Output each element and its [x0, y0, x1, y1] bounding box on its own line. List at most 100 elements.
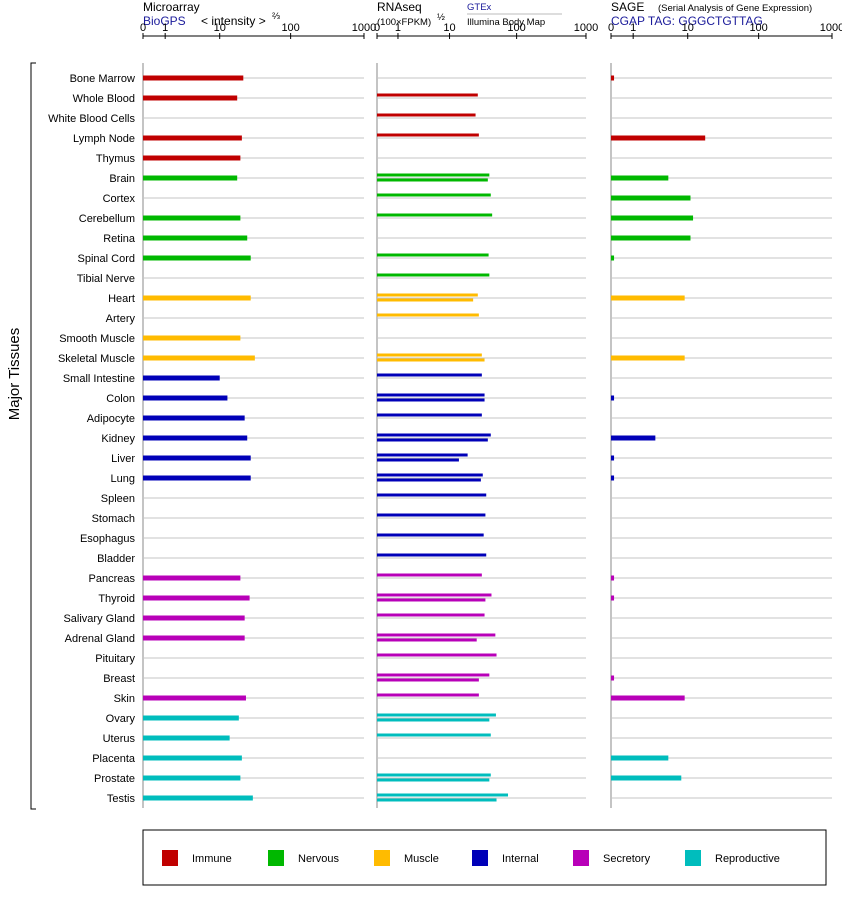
- microarray-bar: [143, 615, 245, 621]
- rnaseq-gtex-bar: [377, 353, 482, 357]
- rnaseq-unit-exponent: ½: [437, 12, 445, 23]
- rnaseq-source-illumina: Illumina Body Map: [467, 17, 545, 28]
- sage-bar: [611, 255, 615, 261]
- sage-tag[interactable]: CGAP TAG: GGGCTGTTAG: [611, 14, 763, 28]
- microarray-bar: [143, 395, 228, 401]
- rnaseq-gtex-bar: [377, 393, 485, 397]
- sage-bar: [611, 235, 691, 241]
- rnaseq-source-gtex[interactable]: GTEx: [467, 2, 492, 13]
- microarray-unit-exponent: ⅔: [272, 11, 280, 22]
- rnaseq-gtex-bar: [377, 213, 493, 217]
- sage-bar: [611, 755, 669, 761]
- microarray-bar: [143, 215, 241, 221]
- microarray-unit: < intensity >: [201, 14, 266, 28]
- rnaseq-gtex-bar: [377, 253, 489, 257]
- sage-bar: [611, 695, 685, 701]
- rnaseq-gtex-bar: [377, 633, 496, 637]
- tissue-label: Small Intestine: [63, 373, 135, 385]
- rnaseq-gtex-bar: [377, 293, 478, 297]
- legend-label-secretory: Secretory: [603, 853, 651, 865]
- tissue-label: Breast: [103, 673, 135, 685]
- rnaseq-gtex-bar: [377, 433, 491, 437]
- microarray-bar: [143, 775, 241, 781]
- tissue-label: Salivary Gland: [63, 613, 135, 625]
- tissue-label: Prostate: [94, 773, 135, 785]
- rnaseq-gtex-bar: [377, 553, 487, 557]
- rnaseq-gtex-bar: [377, 133, 479, 137]
- tissue-label: Whole Blood: [73, 93, 135, 105]
- tissue-label: Bladder: [97, 553, 135, 565]
- sage-bar: [611, 215, 694, 221]
- rnaseq-gtex-bar: [377, 193, 491, 197]
- rnaseq-tick-label: 10: [443, 22, 455, 34]
- tissue-label: White Blood Cells: [48, 113, 135, 125]
- sage-tick-label: 10: [682, 22, 694, 34]
- microarray-bar: [143, 135, 242, 141]
- rnaseq-gtex-bar: [377, 373, 482, 377]
- side-bracket: [30, 62, 36, 810]
- microarray-bar: [143, 175, 238, 181]
- legend-swatch-reproductive: [685, 850, 701, 866]
- tissue-label: Artery: [106, 313, 136, 325]
- sage-bar: [611, 575, 615, 581]
- rnaseq-gtex-bar: [377, 733, 491, 737]
- tissue-label: Spinal Cord: [78, 253, 135, 265]
- rnaseq-gtex-bar: [377, 453, 468, 457]
- sage-header: SAGE (Serial Analysis of Gene Expression…: [611, 0, 812, 28]
- sage-bar: [611, 355, 685, 361]
- rnaseq-illumina-bar: [377, 718, 490, 722]
- sage-subtitle: (Serial Analysis of Gene Expression): [658, 3, 812, 14]
- tissue-label: Lung: [111, 473, 135, 485]
- sage-tick-label: 100: [749, 22, 767, 34]
- rnaseq-gtex-bar: [377, 773, 491, 777]
- rnaseq-gtex-bar: [377, 413, 482, 417]
- microarray-header: Microarray BioGPS < intensity > ⅔: [143, 0, 280, 28]
- side-label: Major Tissues: [6, 328, 23, 421]
- rnaseq-gtex-bar: [377, 593, 492, 597]
- rnaseq-unit: (100×FPKM): [377, 17, 431, 28]
- microarray-bar: [143, 595, 250, 601]
- microarray-tick-label: 1000: [352, 22, 376, 34]
- rnaseq-illumina-bar: [377, 638, 477, 642]
- microarray-bar: [143, 715, 239, 721]
- tissue-label: Colon: [106, 393, 135, 405]
- tissue-label: Lymph Node: [73, 133, 135, 145]
- microarray-source[interactable]: BioGPS: [143, 14, 186, 28]
- microarray-bar: [143, 735, 230, 741]
- rnaseq-gtex-bar: [377, 573, 482, 577]
- tissue-label: Retina: [103, 233, 136, 245]
- rnaseq-gtex-bar: [377, 473, 483, 477]
- tissue-label: Cerebellum: [79, 213, 135, 225]
- sage-bar: [611, 455, 615, 461]
- sage-tick-label: 0: [608, 22, 614, 34]
- rnaseq-gtex-bar: [377, 173, 490, 177]
- microarray-tick-label: 100: [281, 22, 299, 34]
- microarray-tick-label: 0: [140, 22, 146, 34]
- rnaseq-gtex-bar: [377, 613, 485, 617]
- microarray-bar: [143, 635, 245, 641]
- tissue-label: Testis: [107, 793, 136, 805]
- legend-label-immune: Immune: [192, 853, 232, 865]
- tissue-label: Smooth Muscle: [59, 333, 135, 345]
- rnaseq-illumina-bar: [377, 298, 474, 302]
- microarray-bar: [143, 695, 246, 701]
- tissue-label: Adrenal Gland: [65, 633, 135, 645]
- rnaseq-illumina-bar: [377, 178, 488, 182]
- rnaseq-illumina-bar: [377, 678, 479, 682]
- rnaseq-gtex-bar: [377, 513, 486, 517]
- legend-label-reproductive: Reproductive: [715, 853, 780, 865]
- microarray-bar: [143, 475, 251, 481]
- rnaseq-illumina-bar: [377, 438, 488, 442]
- microarray-bar: [143, 235, 248, 241]
- bars-layer: [143, 75, 706, 802]
- tissue-label: Cortex: [103, 193, 136, 205]
- sage-tick-label: 1000: [820, 22, 842, 34]
- rnaseq-illumina-bar: [377, 598, 486, 602]
- sage-bar: [611, 435, 656, 441]
- microarray-bar: [143, 375, 220, 381]
- legend: Immune Nervous Muscle Internal Secretory Repr…: [162, 850, 780, 866]
- sage-bar: [611, 295, 685, 301]
- rnaseq-tick-label: 0: [374, 22, 380, 34]
- rnaseq-header: RNAseq (100×FPKM) ½ GTEx Illumina Body M…: [377, 0, 562, 28]
- sage-bar: [611, 775, 682, 781]
